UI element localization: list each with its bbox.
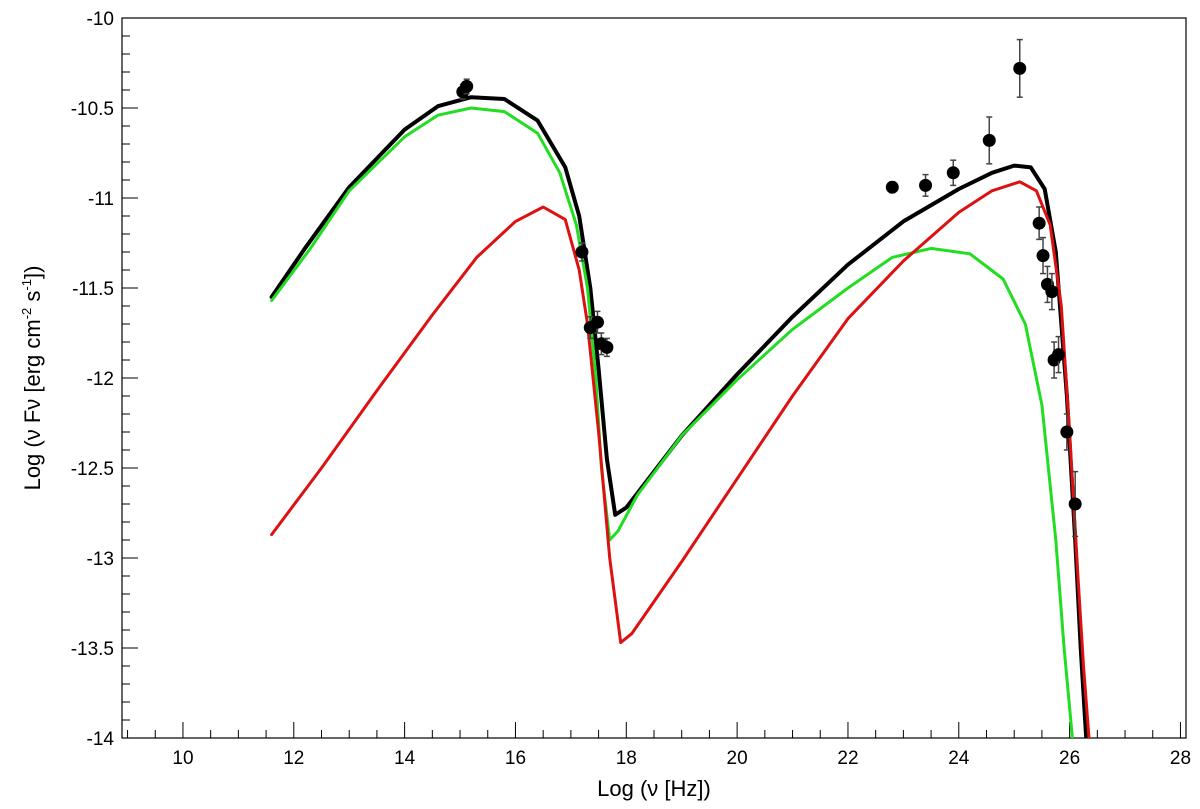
data-point <box>1032 216 1046 230</box>
series-total-line <box>269 95 1089 738</box>
x-tick-labels: 10 12 14 16 18 20 22 24 26 28 <box>172 748 1191 769</box>
series-red-line <box>270 180 1091 738</box>
y-tick-label: -10.5 <box>71 99 114 120</box>
x-axis-title: Log (ν [Hz]) <box>597 776 711 801</box>
data-point <box>946 166 960 180</box>
plot-frame <box>121 17 1187 739</box>
data-point <box>982 133 996 147</box>
data-point <box>1068 497 1082 511</box>
y-tick-label: -11 <box>88 189 114 210</box>
x-tick-label: 22 <box>837 748 858 769</box>
x-tick-label: 14 <box>394 748 416 769</box>
data-point <box>1052 348 1066 362</box>
y-tick-label: -13.5 <box>71 639 114 660</box>
x-tick-label: 20 <box>727 748 748 769</box>
x-tick-label: 12 <box>283 748 304 769</box>
x-tick-label: 18 <box>616 748 637 769</box>
data-point <box>1036 249 1050 263</box>
y-axis-title: Log (ν Fν [erg cm-2 s-1]) <box>19 266 45 491</box>
x-tick-label: 26 <box>1059 748 1080 769</box>
data-points <box>456 38 1082 538</box>
y-tick-label: -10 <box>87 9 114 30</box>
data-point <box>600 340 614 354</box>
data-point <box>919 178 933 192</box>
y-axis-title-part: Log (ν Fν [erg cm <box>20 319 45 490</box>
x-tick-label: 10 <box>172 748 193 769</box>
x-tick-label: 16 <box>505 748 526 769</box>
y-tick-label: -12 <box>87 369 114 390</box>
data-point <box>575 245 589 259</box>
y-tick-label: -13 <box>87 549 114 570</box>
y-tick-labels: -10 -10.5 -11 -11.5 -12 -12.5 -13 -13.5 -14 <box>71 9 115 750</box>
y-axis-title-sup: -2 <box>19 308 34 320</box>
y-axis-title-part: ]) <box>20 266 45 279</box>
y-axis-title-sup: -1 <box>19 279 34 291</box>
data-point <box>590 315 604 329</box>
x-tick-label: 24 <box>948 748 970 769</box>
data-point <box>1060 425 1074 439</box>
y-axis-title-part: s <box>20 291 45 308</box>
data-point <box>460 79 474 93</box>
x-tick-label: 28 <box>1170 748 1191 769</box>
y-tick-label: -14 <box>87 729 115 750</box>
data-point <box>885 180 899 194</box>
axis-ticks <box>122 17 1181 739</box>
data-point <box>1045 285 1059 299</box>
y-tick-label: -11.5 <box>72 279 114 300</box>
model-curves <box>269 95 1091 738</box>
series-green-line <box>270 106 1074 738</box>
y-tick-label: -12.5 <box>71 459 114 480</box>
data-point <box>1013 61 1027 75</box>
